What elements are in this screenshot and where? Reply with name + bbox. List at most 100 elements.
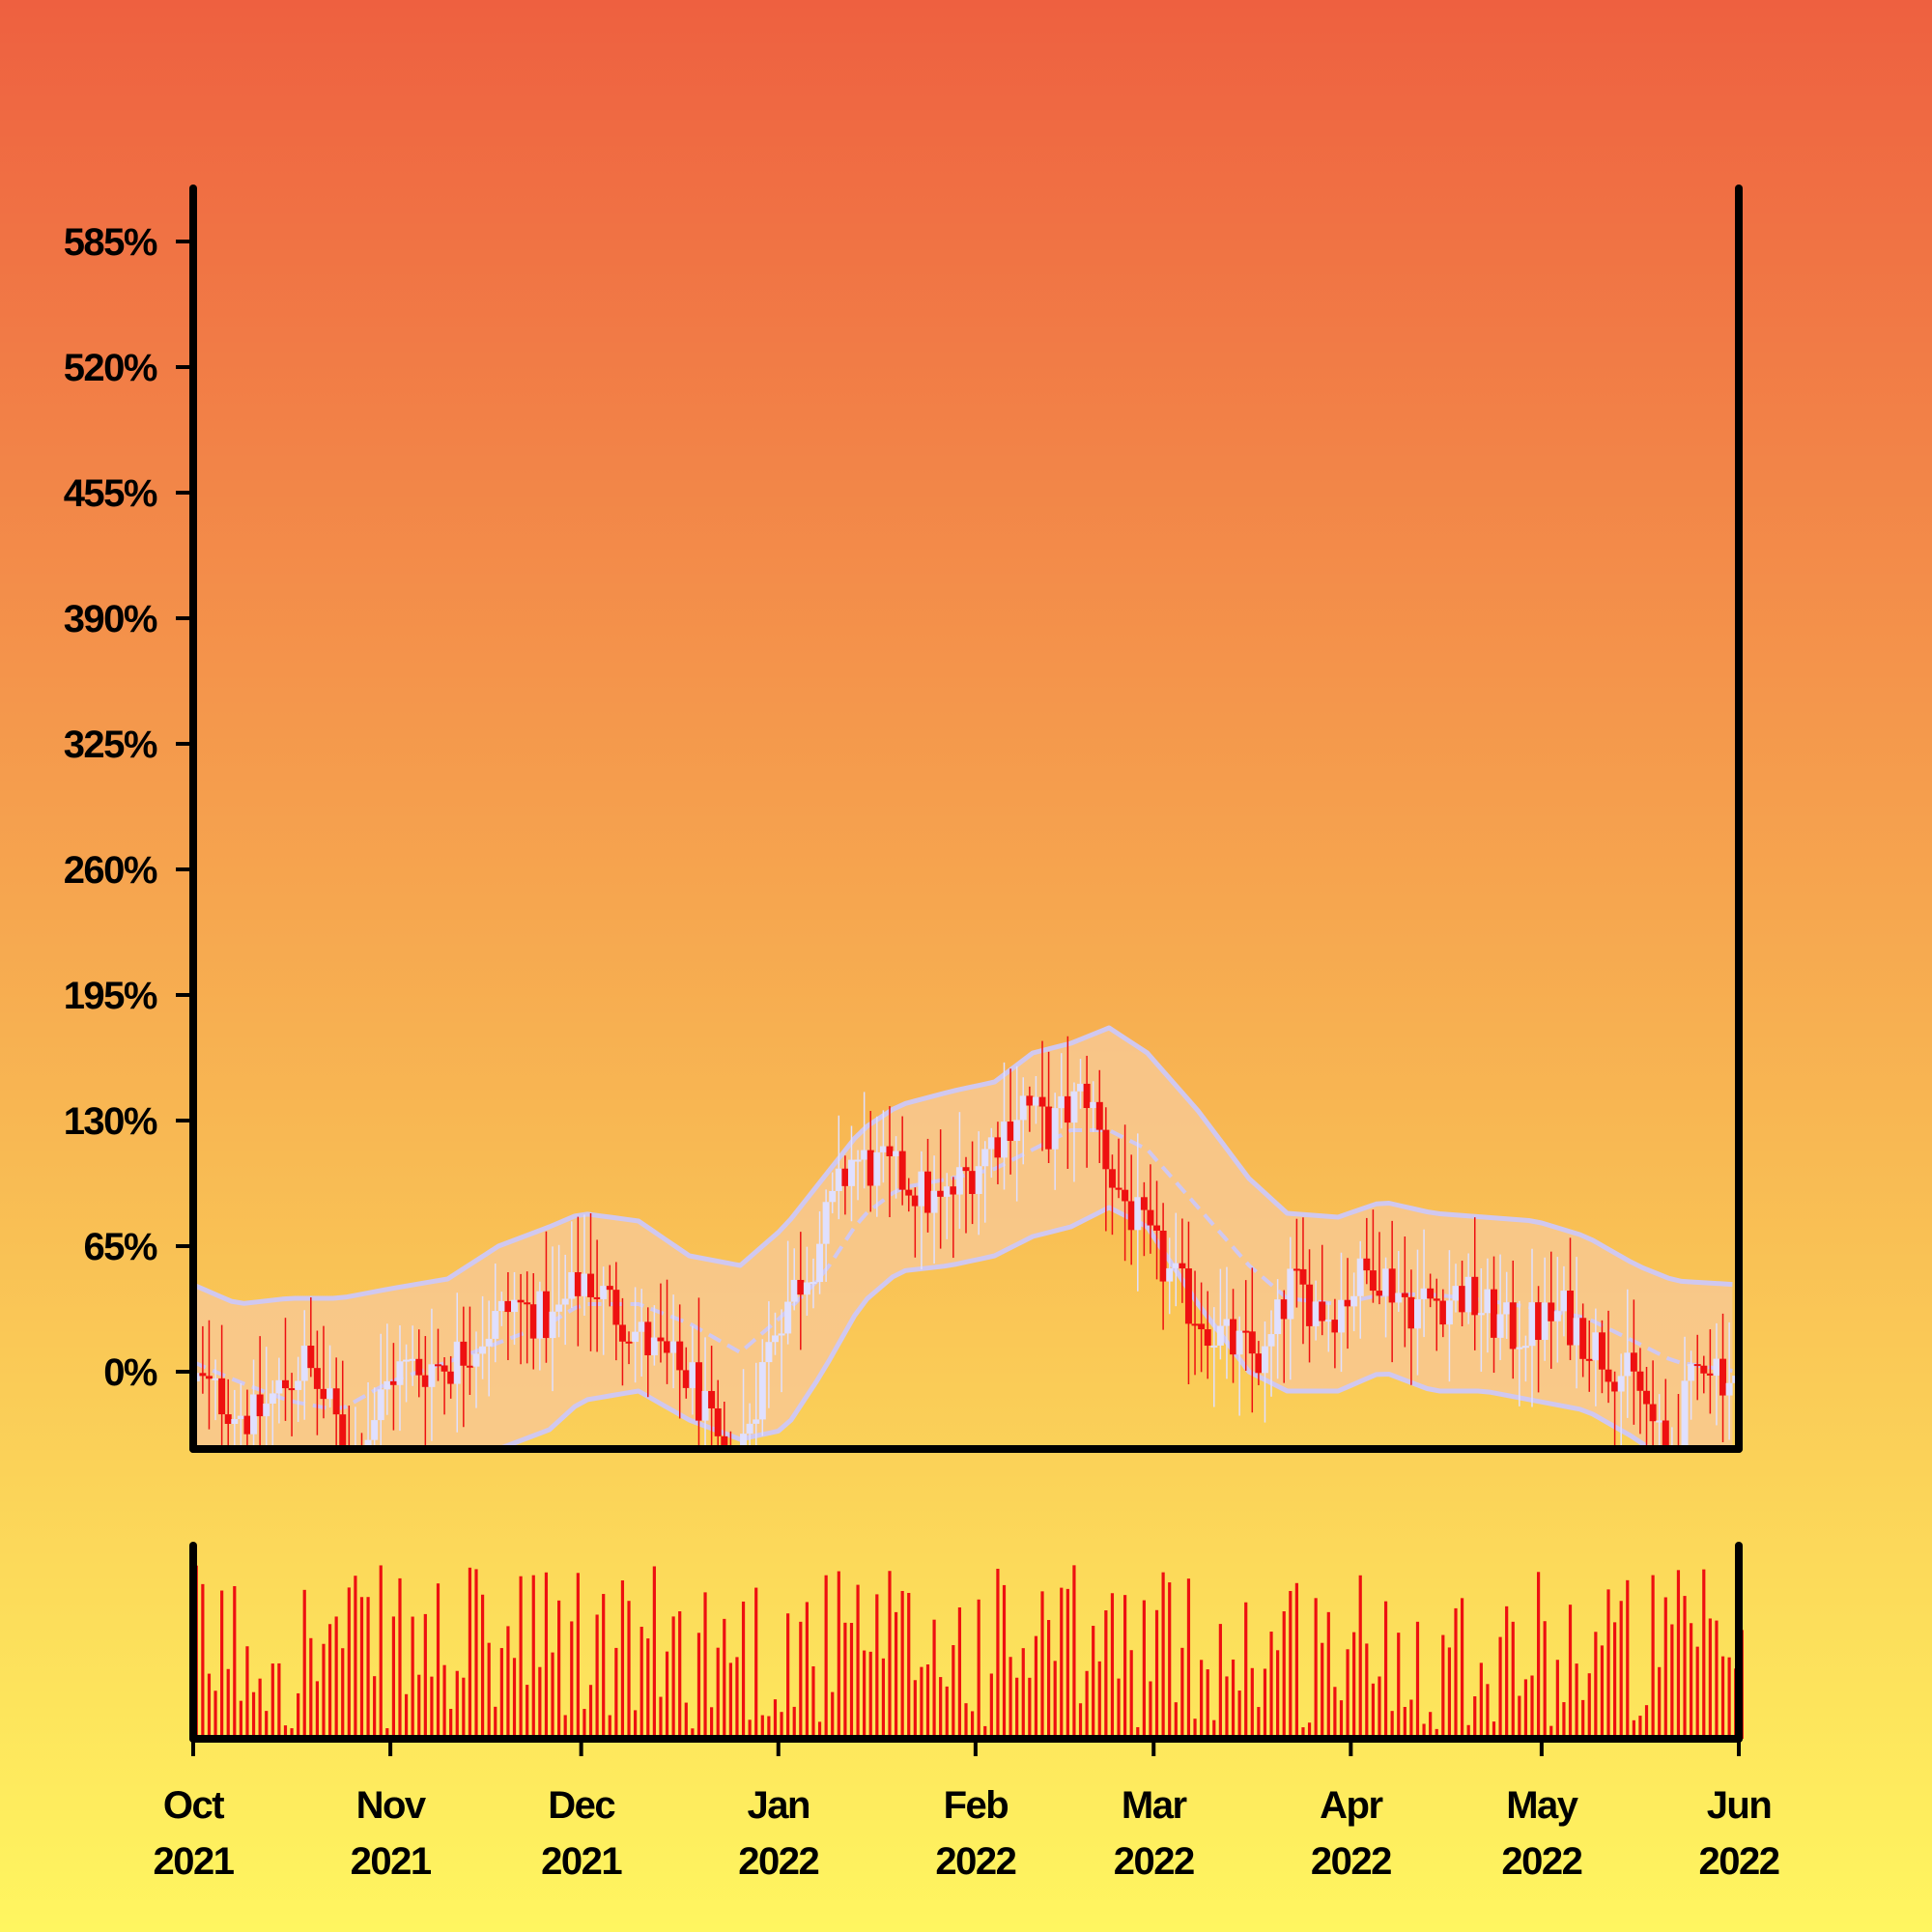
candle-body xyxy=(701,1390,709,1421)
candle xyxy=(440,1356,448,1415)
volume-bar xyxy=(283,1725,288,1739)
candle xyxy=(1147,1164,1154,1254)
volume-bar xyxy=(1568,1605,1573,1739)
candle-body xyxy=(1337,1299,1345,1333)
candle xyxy=(600,1266,608,1355)
candle-body xyxy=(873,1151,881,1186)
candle-body xyxy=(1013,1120,1021,1142)
volume-bar xyxy=(1078,1703,1083,1739)
candle xyxy=(568,1221,576,1308)
candle xyxy=(1051,1093,1059,1190)
volume-bar xyxy=(1034,1635,1038,1739)
candle xyxy=(1230,1289,1237,1383)
price-panel xyxy=(193,1025,1739,1449)
candle xyxy=(950,1177,957,1259)
volume-bar xyxy=(1695,1646,1699,1739)
candle-body xyxy=(740,1434,748,1449)
candle xyxy=(1376,1232,1383,1305)
candle xyxy=(360,1433,363,1449)
candle xyxy=(937,1129,945,1249)
candle xyxy=(295,1356,302,1422)
candle xyxy=(231,1389,239,1449)
candle-body xyxy=(994,1137,1002,1158)
candle xyxy=(606,1264,613,1307)
candle xyxy=(1184,1221,1192,1385)
candle-body xyxy=(861,1150,868,1160)
candle-body xyxy=(536,1291,544,1339)
candlestick-series xyxy=(193,1036,1739,1449)
x-tick-month: Oct xyxy=(163,1784,224,1827)
candle-body xyxy=(485,1338,493,1347)
candle-body xyxy=(1693,1364,1701,1367)
candle xyxy=(1611,1371,1619,1449)
candle xyxy=(542,1231,550,1363)
candle-body xyxy=(1548,1302,1555,1321)
candle xyxy=(1491,1256,1498,1374)
candle xyxy=(1624,1289,1632,1418)
candle xyxy=(524,1271,531,1364)
candle-body xyxy=(269,1393,276,1404)
candle xyxy=(1134,1133,1142,1292)
volume-bar xyxy=(1040,1591,1044,1739)
x-tick-year: 2022 xyxy=(1501,1840,1581,1883)
volume-bar xyxy=(627,1601,631,1739)
candle-body xyxy=(288,1388,296,1391)
x-tick-month: Mar xyxy=(1122,1784,1187,1827)
candle xyxy=(313,1330,321,1435)
volume-bar xyxy=(691,1728,695,1739)
candle-body xyxy=(930,1190,938,1213)
candle-body xyxy=(1083,1083,1091,1109)
candle xyxy=(969,1141,977,1225)
candle-body xyxy=(835,1168,842,1191)
volume-bar xyxy=(964,1703,968,1739)
candle xyxy=(1636,1348,1644,1435)
candle-body xyxy=(1166,1267,1174,1282)
candle-body xyxy=(1560,1291,1568,1312)
candle xyxy=(1083,1055,1091,1168)
volume-bar xyxy=(932,1619,936,1739)
candle-body xyxy=(841,1168,849,1186)
candle xyxy=(1058,1053,1065,1129)
volume-bar xyxy=(526,1685,529,1739)
candle-body xyxy=(1198,1323,1206,1330)
candle xyxy=(581,1214,588,1316)
x-tick-year: 2021 xyxy=(541,1840,622,1883)
candle-body xyxy=(313,1368,321,1389)
x-tick-year: 2022 xyxy=(1311,1840,1391,1883)
volume-bar xyxy=(939,1677,943,1739)
candle xyxy=(574,1216,582,1347)
volume-bar xyxy=(639,1626,643,1739)
volume-bar xyxy=(1206,1669,1209,1739)
candle xyxy=(1312,1280,1320,1341)
volume-bar xyxy=(411,1616,414,1739)
volume-bar xyxy=(1009,1657,1012,1739)
candle-body xyxy=(327,1388,334,1400)
candle-body xyxy=(1459,1286,1466,1313)
candle xyxy=(758,1339,766,1436)
candle-body xyxy=(1032,1096,1039,1106)
candle-body xyxy=(898,1151,906,1190)
candle-body xyxy=(867,1150,874,1186)
candle xyxy=(1477,1267,1485,1372)
candle xyxy=(1643,1366,1651,1449)
candle-body xyxy=(549,1311,556,1339)
candle xyxy=(1521,1335,1529,1382)
volume-bar xyxy=(1549,1725,1553,1739)
x-tick-month: Nov xyxy=(356,1784,427,1827)
volume-bar xyxy=(614,1647,618,1739)
volume-bar xyxy=(1638,1716,1642,1739)
volume-bar xyxy=(480,1594,485,1739)
candle-body xyxy=(1090,1101,1097,1109)
candle-body xyxy=(263,1403,270,1417)
candle xyxy=(879,1110,887,1183)
volume-bar xyxy=(258,1678,262,1739)
x-tick-year: 2021 xyxy=(351,1840,432,1883)
volume-bar xyxy=(1383,1601,1388,1739)
x-tick-month: Apr xyxy=(1320,1784,1382,1827)
volume-bar xyxy=(1346,1649,1350,1739)
candle-body xyxy=(1395,1293,1403,1303)
candle-body xyxy=(1007,1122,1014,1142)
candle xyxy=(994,1122,1002,1184)
volume-bar xyxy=(1403,1707,1406,1739)
candle-body xyxy=(937,1190,945,1197)
